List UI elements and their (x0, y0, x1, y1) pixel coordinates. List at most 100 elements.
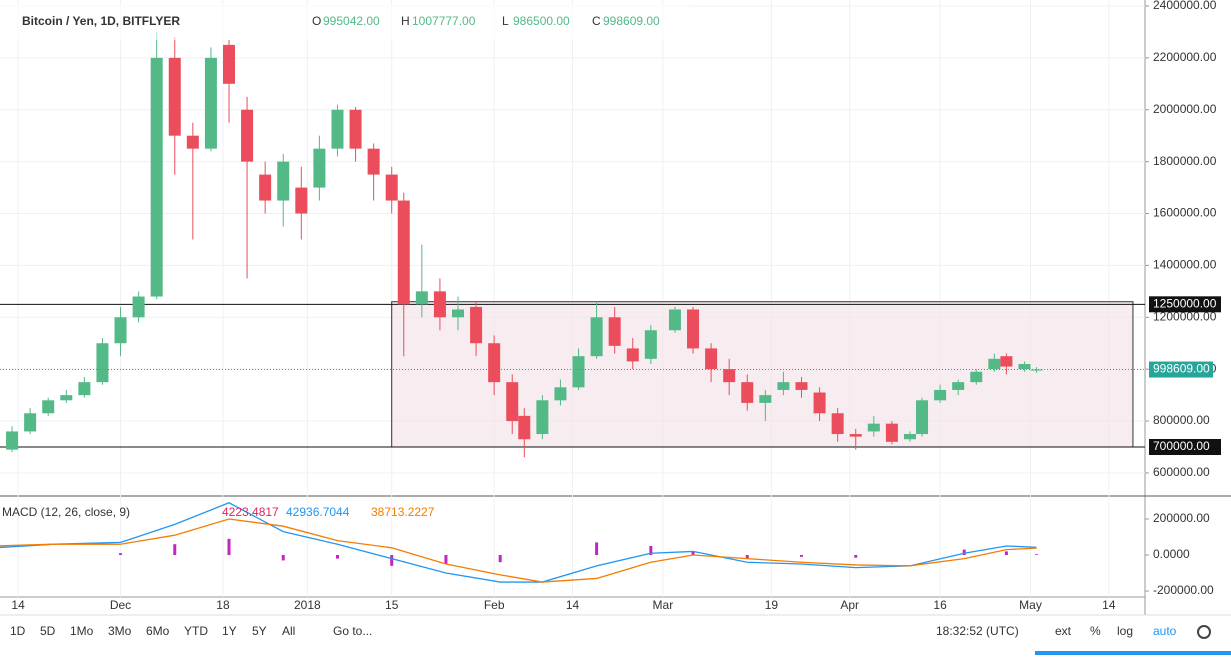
x-tick-label: Dec (110, 598, 131, 612)
candle-body (452, 309, 464, 318)
histogram-bar (649, 546, 653, 556)
candle-body (626, 348, 639, 362)
x-tick-label: May (1019, 598, 1042, 612)
candle-body (488, 343, 501, 383)
price-tag-label: 700000.00 (1153, 439, 1210, 453)
candle-body (397, 200, 410, 305)
candle-body (554, 387, 567, 401)
candle-body (1018, 363, 1031, 370)
y-tick-label: 2400000.00 (1153, 0, 1217, 12)
range-button[interactable]: 1D (10, 624, 26, 638)
x-tick-label: Apr (840, 598, 859, 612)
range-button[interactable]: All (282, 624, 295, 638)
x-tick-label: 14 (566, 598, 580, 612)
price-tag (1149, 361, 1213, 378)
goto-button[interactable]: Go to... (333, 624, 372, 638)
histogram-bar (1004, 551, 1008, 556)
histogram-bar (227, 538, 231, 556)
range-button[interactable]: 5Y (252, 624, 267, 638)
candle-body (385, 174, 398, 201)
settings-button[interactable] (1197, 625, 1211, 639)
candle-body (186, 135, 199, 149)
candle-body (687, 309, 700, 349)
candle-body (78, 382, 91, 396)
price-tag-label: 998609.00 (1153, 362, 1210, 376)
candle-body (590, 317, 603, 357)
candle-body (506, 382, 519, 422)
histogram-bar (119, 553, 123, 556)
indicator-value: 4223.4817 (222, 505, 279, 519)
ohlc-value: 986500.00 (513, 14, 570, 28)
range-button[interactable]: 6Mo (146, 624, 170, 638)
histogram-bar (1035, 554, 1039, 556)
candle-body (415, 291, 428, 305)
candle-body (470, 306, 483, 344)
chart-title: Bitcoin / Yen, 1D, BITFLYER (22, 14, 180, 28)
scroll-indicator (1035, 651, 1231, 655)
option-button[interactable]: % (1090, 624, 1101, 638)
candle-body (168, 57, 181, 136)
candle-body (608, 317, 621, 346)
candle-body (970, 371, 983, 383)
macd-line (0, 518, 1037, 583)
x-tick-label: 15 (385, 598, 399, 612)
candle-body (741, 382, 754, 403)
candle-body (831, 413, 844, 435)
clock: 18:32:52 (UTC) (936, 624, 1019, 638)
x-tick-label: Mar (653, 598, 674, 612)
histogram-bar (444, 555, 448, 565)
candle-body (952, 382, 965, 390)
candle-body (849, 434, 862, 437)
candle-body (988, 358, 1001, 370)
candle-body (705, 348, 718, 370)
histogram-bar (595, 542, 599, 556)
histogram-bar (800, 555, 803, 557)
candle-body (313, 148, 326, 188)
candle-body (903, 434, 916, 440)
candle-body (223, 44, 235, 84)
candle-body (259, 174, 272, 201)
x-tick-label: 2018 (294, 598, 321, 612)
histogram-bar (173, 544, 177, 556)
option-button[interactable]: auto (1153, 624, 1177, 638)
histogram-bar (962, 549, 966, 556)
candle-body (204, 57, 217, 149)
candle-body (60, 395, 73, 401)
range-button[interactable]: 5D (40, 624, 56, 638)
x-tick-label: 16 (933, 598, 947, 612)
range-button[interactable]: 1Y (222, 624, 237, 638)
option-button[interactable]: log (1117, 624, 1133, 638)
indicator-value: 38713.2227 (371, 505, 435, 519)
range-button[interactable]: 3Mo (108, 624, 132, 638)
range-button[interactable]: 1Mo (70, 624, 94, 638)
price-tag-label: 1250000.00 (1153, 296, 1217, 310)
y-tick-label: 2200000.00 (1153, 50, 1217, 64)
candle-body (518, 415, 531, 440)
candle-body (934, 389, 947, 401)
histogram-bar (390, 555, 394, 566)
candle-body (150, 57, 163, 297)
y-tick-label: 800000.00 (1153, 413, 1210, 427)
y-tick-label: 2000000.00 (1153, 102, 1217, 116)
y-tick-label: 1800000.00 (1153, 154, 1217, 168)
candle-body (6, 431, 19, 450)
ohlc-name: O (312, 14, 321, 28)
candle-body (295, 187, 308, 214)
candle-body (759, 395, 772, 403)
candle-body (668, 309, 681, 331)
indicator-title: MACD (12, 26, close, 9) (2, 505, 130, 519)
candle-body (132, 296, 145, 318)
histogram-bar (281, 555, 285, 561)
x-tick-label: 14 (1102, 598, 1116, 612)
y-tick-label: 1400000.00 (1153, 258, 1217, 272)
candle-body (24, 413, 37, 432)
option-button[interactable]: ext (1055, 624, 1072, 638)
range-button[interactable]: YTD (184, 624, 208, 638)
candle-body (367, 148, 380, 175)
indicator-value: 42936.7044 (286, 505, 350, 519)
histogram-bar (498, 555, 502, 563)
y-tick-label: -200000.00 (1153, 583, 1214, 597)
candle-body (536, 400, 549, 435)
x-tick-label: Feb (484, 598, 505, 612)
